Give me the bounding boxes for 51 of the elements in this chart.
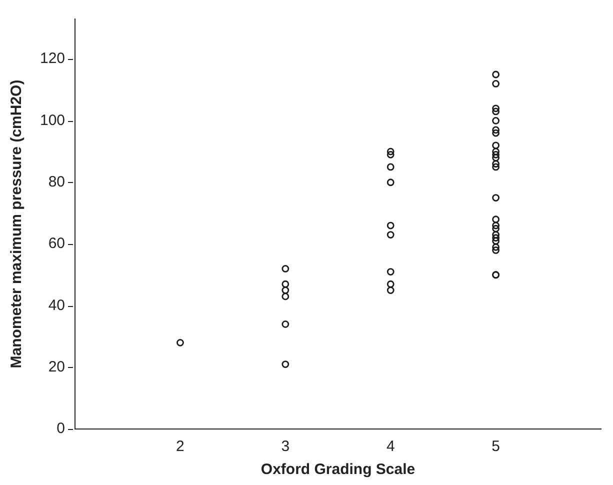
point bbox=[282, 320, 290, 328]
point bbox=[492, 234, 500, 242]
point bbox=[282, 265, 290, 272]
point bbox=[386, 150, 394, 158]
point bbox=[492, 224, 500, 232]
point bbox=[492, 104, 500, 112]
point bbox=[386, 163, 394, 171]
point bbox=[282, 286, 290, 294]
x-tick-label: 4 bbox=[386, 438, 395, 456]
point bbox=[492, 108, 500, 116]
point bbox=[492, 237, 500, 245]
point bbox=[492, 142, 500, 150]
x-tick-label: 5 bbox=[492, 438, 500, 456]
y-tick-label: 0 bbox=[56, 420, 66, 438]
point bbox=[282, 292, 290, 300]
point bbox=[386, 222, 394, 230]
point bbox=[386, 178, 394, 186]
point bbox=[492, 150, 500, 158]
point bbox=[492, 129, 500, 137]
y-axis-title: Manometer maximum pressure (cmH2O) bbox=[8, 80, 26, 368]
point bbox=[492, 80, 500, 88]
point bbox=[282, 280, 290, 288]
x-tick-label: 2 bbox=[176, 438, 184, 456]
y-tick-label: 20 bbox=[48, 358, 66, 376]
y-tick-label: 80 bbox=[48, 174, 66, 191]
point bbox=[386, 231, 394, 238]
point bbox=[492, 117, 500, 124]
point bbox=[492, 154, 500, 162]
point bbox=[492, 148, 500, 156]
point bbox=[492, 243, 500, 251]
y-tick-label: 40 bbox=[48, 296, 66, 314]
x-axis-title: Oxford Grading Scale bbox=[260, 461, 416, 478]
point bbox=[492, 70, 500, 78]
point bbox=[492, 160, 500, 168]
point bbox=[386, 280, 394, 288]
point bbox=[492, 231, 500, 238]
y-tick-label: 100 bbox=[40, 112, 66, 129]
point bbox=[386, 286, 394, 294]
point bbox=[176, 338, 184, 346]
x-tick-label: 3 bbox=[281, 438, 290, 456]
point bbox=[492, 126, 500, 134]
point bbox=[386, 268, 394, 276]
point bbox=[492, 163, 500, 171]
point bbox=[492, 222, 500, 230]
y-tick-label: 60 bbox=[48, 235, 66, 252]
point bbox=[492, 216, 500, 224]
point bbox=[492, 194, 500, 202]
point bbox=[386, 148, 394, 156]
point bbox=[282, 360, 290, 368]
y-tick-label: 120 bbox=[40, 50, 66, 68]
point bbox=[492, 246, 500, 254]
